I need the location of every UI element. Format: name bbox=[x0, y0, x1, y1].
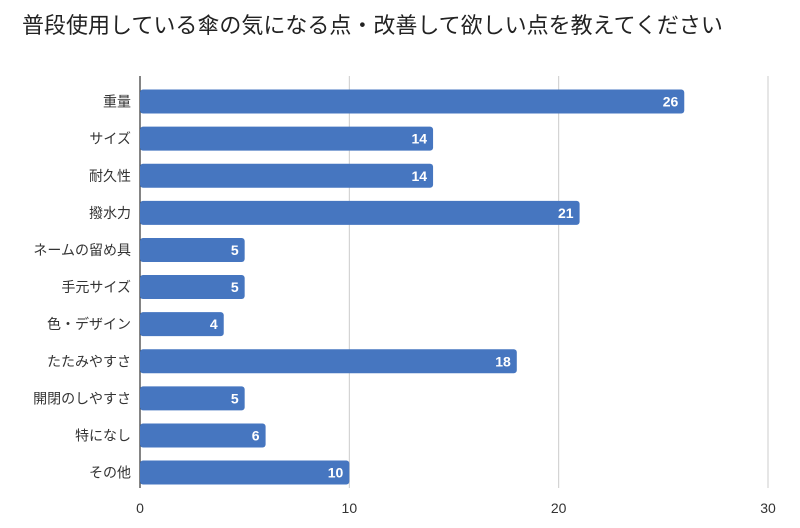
category-label: 色・デザイン bbox=[47, 316, 131, 333]
chart-title: 普段使用している傘の気になる点・改善して欲しい点を教えてください bbox=[22, 14, 723, 39]
bar bbox=[140, 89, 685, 114]
x-axis-ticks: 0 10 20 30 bbox=[136, 500, 776, 516]
bar bbox=[140, 312, 224, 337]
bars: 26 14 14 21 5 5 4 18 5 6 10 bbox=[140, 89, 685, 485]
category-label: その他 bbox=[89, 466, 131, 482]
bar bbox=[140, 126, 434, 151]
bar bbox=[140, 237, 245, 262]
data-label: 5 bbox=[231, 279, 239, 295]
data-label: 21 bbox=[558, 205, 574, 221]
category-label: サイズ bbox=[89, 132, 131, 148]
category-label: 耐久性 bbox=[89, 169, 131, 185]
category-label: 開閉のしやすさ bbox=[33, 391, 131, 407]
data-label: 5 bbox=[231, 242, 239, 258]
x-tick-label: 10 bbox=[342, 500, 358, 516]
category-label: 特になし bbox=[75, 428, 131, 444]
data-label: 4 bbox=[210, 316, 218, 332]
x-tick-label: 30 bbox=[760, 500, 776, 516]
bar bbox=[140, 275, 245, 300]
category-label: 手元サイズ bbox=[61, 280, 131, 296]
category-label: たたみやすさ bbox=[47, 354, 131, 370]
bar bbox=[140, 386, 245, 411]
data-label: 14 bbox=[411, 131, 427, 147]
category-labels: 重量サイズ耐久性撥水力ネームの留め具手元サイズ色・デザインたたみやすさ開閉のしや… bbox=[33, 95, 131, 482]
category-label: ネームの留め具 bbox=[33, 243, 131, 259]
x-tick-label: 20 bbox=[551, 500, 567, 516]
bar bbox=[140, 423, 266, 448]
x-tick-label: 0 bbox=[136, 500, 144, 516]
data-label: 10 bbox=[328, 465, 344, 481]
bar bbox=[140, 460, 350, 485]
bar bbox=[140, 200, 580, 225]
data-label: 6 bbox=[252, 427, 260, 443]
data-label: 14 bbox=[411, 168, 427, 184]
data-label: 5 bbox=[231, 390, 239, 406]
bar bbox=[140, 163, 434, 188]
data-label: 18 bbox=[495, 353, 511, 369]
data-label: 26 bbox=[663, 94, 679, 110]
category-label: 重量 bbox=[103, 95, 131, 111]
bar bbox=[140, 349, 517, 374]
category-label: 撥水力 bbox=[89, 206, 131, 222]
